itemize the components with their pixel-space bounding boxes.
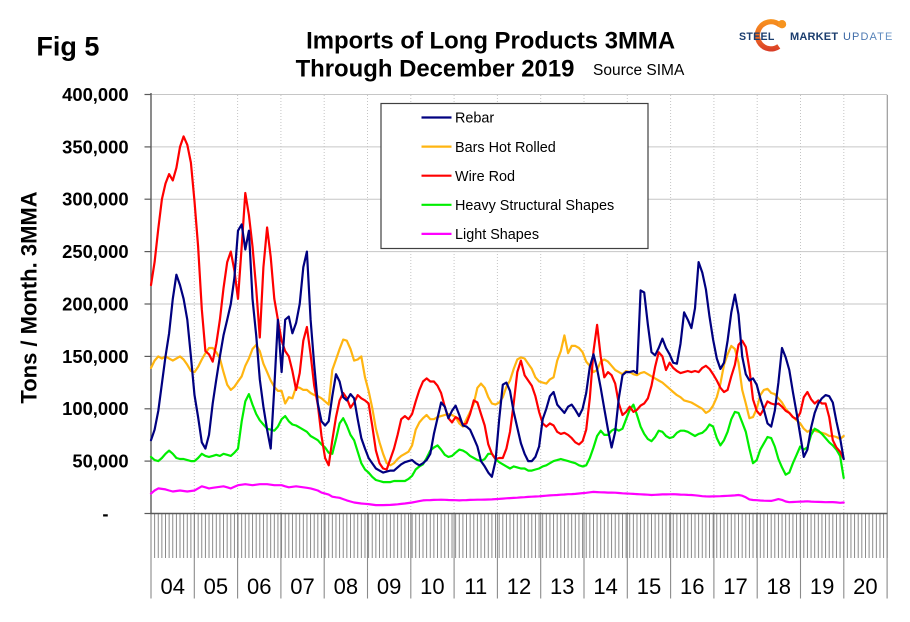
svg-text:150,000: 150,000 <box>62 346 128 367</box>
svg-text:18: 18 <box>767 574 791 599</box>
svg-text:13: 13 <box>550 574 574 599</box>
svg-text:06: 06 <box>247 574 271 599</box>
svg-text:UPDATE: UPDATE <box>843 31 893 43</box>
svg-text:200,000: 200,000 <box>62 293 128 314</box>
svg-text:20: 20 <box>853 574 877 599</box>
svg-text:400,000: 400,000 <box>62 84 128 105</box>
svg-text:STEEL: STEEL <box>739 31 775 43</box>
svg-text:Source SIMA: Source SIMA <box>593 62 685 79</box>
svg-text:Imports of Long Products 3MMA: Imports of Long Products 3MMA <box>306 28 675 55</box>
svg-text:15: 15 <box>637 574 661 599</box>
svg-text:50,000: 50,000 <box>72 451 128 472</box>
svg-text:05: 05 <box>204 574 228 599</box>
svg-text:350,000: 350,000 <box>62 136 128 157</box>
svg-text:08: 08 <box>334 574 358 599</box>
svg-text:Through December 2019: Through December 2019 <box>296 55 575 82</box>
svg-text:Heavy Structural Shapes: Heavy Structural Shapes <box>455 198 614 214</box>
svg-text:12: 12 <box>507 574 531 599</box>
svg-text:09: 09 <box>377 574 401 599</box>
svg-text:Bars Hot Rolled: Bars Hot Rolled <box>455 140 556 156</box>
svg-text:Tons / Month. 3MMA: Tons / Month. 3MMA <box>17 191 42 403</box>
svg-text:300,000: 300,000 <box>62 189 128 210</box>
svg-text:250,000: 250,000 <box>62 241 128 262</box>
svg-text:Rebar: Rebar <box>455 111 494 127</box>
svg-text:11: 11 <box>464 574 487 599</box>
svg-text:Fig 5: Fig 5 <box>36 32 99 62</box>
svg-text:Light Shapes: Light Shapes <box>455 227 539 243</box>
svg-text:04: 04 <box>160 574 184 599</box>
svg-text:14: 14 <box>593 574 617 599</box>
svg-text:16: 16 <box>680 574 704 599</box>
svg-text:07: 07 <box>290 574 314 599</box>
svg-text:100,000: 100,000 <box>62 398 128 419</box>
svg-text:19: 19 <box>810 574 834 599</box>
svg-text:Wire Rod: Wire Rod <box>455 169 515 185</box>
svg-text:17: 17 <box>723 574 747 599</box>
svg-text:MARKET: MARKET <box>790 31 838 43</box>
svg-text:10: 10 <box>420 574 444 599</box>
svg-text:-: - <box>102 503 108 524</box>
